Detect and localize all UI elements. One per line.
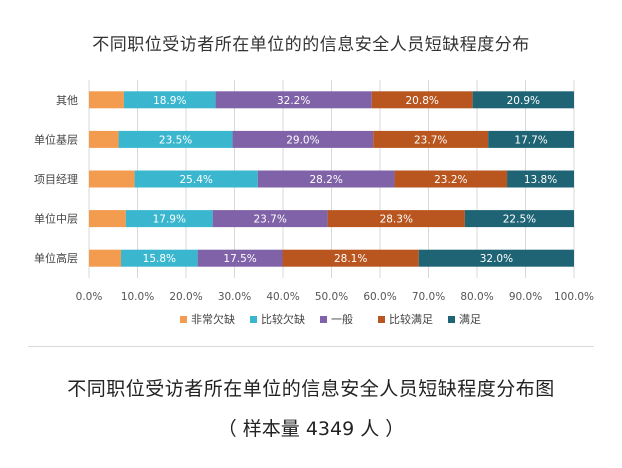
legend: 非常欠缺 比较欠缺 一般 比较满足 满足 xyxy=(180,312,481,326)
legend-swatch xyxy=(378,316,385,323)
y-category-label: 单位高层 xyxy=(34,251,78,265)
bar-segment xyxy=(89,249,122,267)
bar-segment xyxy=(464,210,574,228)
bar-segment xyxy=(89,170,135,188)
data-label: 13.8% xyxy=(524,174,557,186)
axis-layer: 0.0% 10.0% 20.0% 30.0% 40.0% 50.0% 60.0% 70.0% 8… xyxy=(34,94,594,303)
bar-segment xyxy=(282,249,419,267)
x-tick-label: 20.0% xyxy=(169,291,202,303)
data-label: 20.8% xyxy=(406,95,439,107)
data-label: 28.3% xyxy=(380,214,413,226)
bar-segment xyxy=(373,130,489,148)
data-label: 22.5% xyxy=(503,214,536,226)
x-tick-label: 50.0% xyxy=(315,291,348,303)
y-category-label: 其他 xyxy=(56,94,78,107)
bar-segment xyxy=(232,130,374,148)
bar-segment xyxy=(257,170,395,188)
legend-label: 一般 xyxy=(331,313,353,326)
x-tick-label: 80.0% xyxy=(460,291,493,303)
data-label: 23.2% xyxy=(434,174,467,186)
bars-layer xyxy=(89,91,574,267)
bar-segment xyxy=(212,210,328,228)
legend-swatch xyxy=(180,316,187,323)
x-tick-label: 70.0% xyxy=(412,291,445,303)
bar-segment xyxy=(215,91,372,109)
x-tick-label: 0.0% xyxy=(76,291,103,303)
figure-caption: 不同职位受访者所在单位的信息安全人员短缺程度分布图 xyxy=(67,378,555,400)
data-label: 28.2% xyxy=(309,174,342,186)
data-label: 32.0% xyxy=(480,253,513,265)
x-tick-label: 40.0% xyxy=(266,291,299,303)
legend-label: 非常欠缺 xyxy=(191,312,235,326)
x-tick-label: 10.0% xyxy=(121,291,154,303)
labels-layer: 18.9% 32.2% 20.8% 20.9% 23.5% 29.0% 23.7% 17.7%… xyxy=(143,95,558,265)
data-label: 23.5% xyxy=(159,134,192,146)
bar-segment xyxy=(327,210,465,228)
data-label: 20.9% xyxy=(507,95,540,107)
y-category-label: 单位基层 xyxy=(34,132,78,146)
x-tick-label: 30.0% xyxy=(218,291,251,303)
data-label: 23.7% xyxy=(253,214,286,226)
stacked-bar-chart: 18.9% 32.2% 20.8% 20.9% 23.5% 29.0% 23.7% 17.7%… xyxy=(34,80,594,326)
bar-segment xyxy=(488,130,574,148)
bar-segment xyxy=(123,91,216,109)
legend-swatch xyxy=(250,316,257,323)
bar-segment xyxy=(394,170,508,188)
x-tick-label: 60.0% xyxy=(363,291,396,303)
bar-segment xyxy=(371,91,473,109)
data-label: 15.8% xyxy=(143,253,176,265)
legend-label: 比较欠缺 xyxy=(261,312,305,326)
bar-segment xyxy=(418,249,574,267)
bar-segment xyxy=(134,170,258,188)
data-label: 32.2% xyxy=(277,95,310,107)
bar-segment xyxy=(197,249,283,267)
bar-segment xyxy=(472,91,574,109)
bar-segment xyxy=(125,210,213,228)
sample-size-note: （ 样本量 4349 人 ） xyxy=(217,418,405,440)
data-label: 17.9% xyxy=(153,214,186,226)
y-category-label: 项目经理 xyxy=(34,173,78,186)
bar-segment xyxy=(507,170,574,188)
bar-segment xyxy=(89,210,126,228)
data-label: 29.0% xyxy=(286,134,319,146)
bar-segment xyxy=(118,130,233,148)
data-label: 23.7% xyxy=(414,134,447,146)
legend-label: 满足 xyxy=(459,313,481,326)
legend-swatch xyxy=(448,316,455,323)
x-tick-label: 90.0% xyxy=(509,291,542,303)
bar-segment xyxy=(89,130,119,148)
data-label: 28.1% xyxy=(334,253,367,265)
chart-title: 不同职位受访者所在单位的的信息安全人员短缺程度分布 xyxy=(92,35,530,55)
legend-label: 比较满足 xyxy=(389,312,433,326)
data-label: 17.7% xyxy=(514,134,547,146)
data-label: 25.4% xyxy=(180,174,213,186)
separator-line xyxy=(28,346,594,347)
bar-segment xyxy=(121,249,198,267)
y-category-label: 单位中层 xyxy=(34,212,78,226)
data-label: 18.9% xyxy=(153,95,186,107)
bar-segment xyxy=(89,91,124,109)
legend-swatch xyxy=(320,316,327,323)
x-tick-label: 100.0% xyxy=(554,291,594,303)
data-label: 17.5% xyxy=(223,253,256,265)
